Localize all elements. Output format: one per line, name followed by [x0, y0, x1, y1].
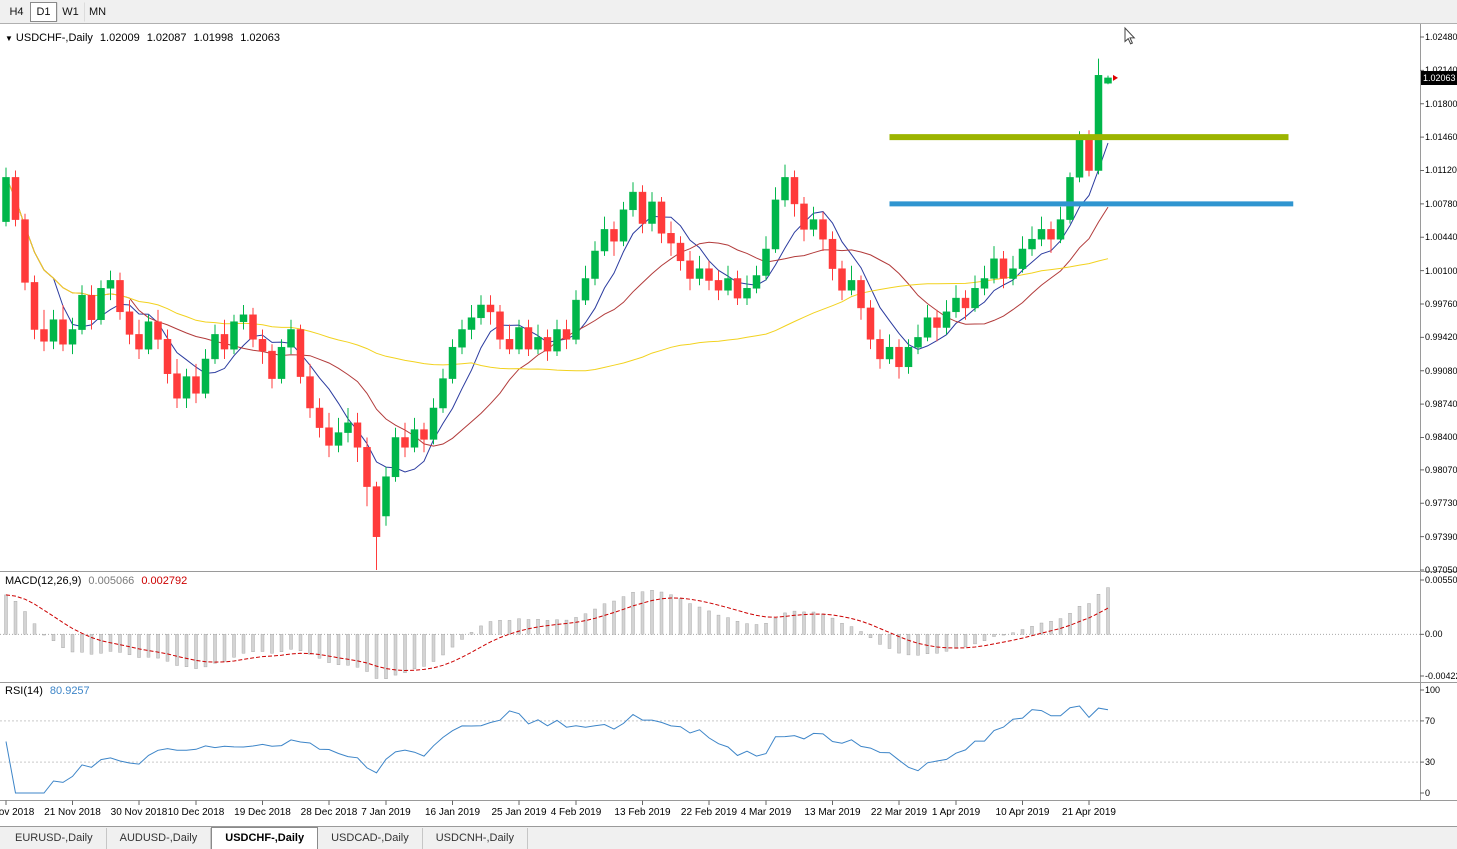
date-axis-label: 4 Mar 2019: [740, 807, 792, 818]
chart-tab-usdcnh[interactable]: USDCNH-,Daily: [423, 828, 528, 849]
chart-canvas[interactable]: [0, 24, 1457, 826]
macd-histogram: [4, 587, 1110, 679]
timeframe-toolbar: H4 D1 W1 MN: [0, 0, 1457, 24]
date-axis-label: 30 Nov 2018: [110, 807, 168, 818]
rsi-axis-label: 0: [1425, 788, 1431, 798]
last-price-marker: [1113, 74, 1118, 81]
price-axis-label: 0.98400: [1425, 432, 1457, 443]
chart-tab-audusd[interactable]: AUDUSD-,Daily: [107, 828, 212, 849]
date-axis-label: 25 Jan 2019: [491, 807, 547, 818]
timeframe-button-h4[interactable]: H4: [3, 2, 30, 22]
current-price-tag: 1.02063: [1421, 70, 1457, 85]
rsi-axis-label: 30: [1425, 757, 1436, 768]
timeframe-button-d1[interactable]: D1: [30, 1, 57, 22]
macd-axis-label: -0.004221: [1425, 671, 1457, 681]
date-axis-label: 13 Feb 2019: [614, 807, 671, 818]
moving-average-line-slow: [5, 177, 1109, 372]
date-axis-label: 21 Nov 2018: [44, 807, 101, 818]
price-axis-label: 0.98070: [1425, 464, 1457, 475]
price-axis-label: 1.00100: [1425, 265, 1457, 276]
symbol-name: USDCHF-,Daily: [15, 32, 93, 44]
date-axis-label: 22 Mar 2019: [870, 807, 928, 818]
price-axis-label: 0.97730: [1425, 498, 1457, 509]
ohlc-low: 1.01998: [193, 32, 234, 44]
chart-tab-usdchf[interactable]: USDCHF-,Daily: [211, 827, 319, 849]
rsi-value: 80.9257: [49, 685, 90, 697]
date-axis-label: 12 Nov 2018: [0, 807, 35, 818]
price-axis-label: 1.02480: [1425, 32, 1457, 42]
date-axis-label: 4 Feb 2019: [550, 807, 602, 818]
rsi-axis-label: 70: [1425, 715, 1436, 726]
chart-tab-bar: EURUSD-,Daily AUDUSD-,Daily USDCHF-,Daily U…: [0, 826, 1457, 849]
symbol-marker-icon: ▼: [5, 33, 13, 43]
macd-axis-label: 0.005508: [1425, 575, 1457, 585]
chart-symbol-header: ▼ USDCHF-,Daily 1.02009 1.02087 1.01998 …: [5, 32, 280, 44]
timeframe-button-w1[interactable]: W1: [57, 1, 84, 22]
price-axis-label: 0.99080: [1425, 365, 1457, 376]
rsi-indicator-header: RSI(14) 80.9257: [5, 685, 97, 697]
price-axis-label: 0.99760: [1425, 298, 1457, 309]
date-axis-label: 21 Apr 2019: [1062, 807, 1116, 818]
macd-axis-label: 0.00: [1425, 629, 1443, 640]
macd-main-value: 0.005066: [88, 575, 135, 587]
mouse-cursor: [1124, 26, 1136, 45]
date-axis-label: 16 Jan 2019: [424, 807, 481, 818]
price-axis-label: 1.01120: [1425, 165, 1457, 176]
price-axis-label: 0.97050: [1425, 565, 1457, 575]
date-axis-label: 1 Apr 2019: [931, 807, 981, 818]
rsi-line: [5, 705, 1109, 794]
ohlc-high: 1.02087: [146, 32, 187, 44]
rsi-label: RSI(14): [5, 685, 43, 697]
chart-window: ▼ USDCHF-,Daily 1.02009 1.02087 1.01998 …: [0, 24, 1457, 826]
price-axis-label: 0.99420: [1425, 332, 1457, 343]
ohlc-open: 1.02009: [99, 32, 140, 44]
ohlc-close: 1.02063: [240, 32, 280, 44]
price-axis-label: 0.97390: [1425, 531, 1457, 542]
chart-tab-usdcad[interactable]: USDCAD-,Daily: [318, 828, 423, 849]
date-axis-label: 10 Apr 2019: [995, 807, 1050, 818]
macd-indicator-header: MACD(12,26,9) 0.005066 0.002792: [5, 575, 194, 587]
price-axis-label: 1.02140: [1425, 64, 1457, 76]
date-axis-label: 13 Mar 2019: [804, 807, 861, 818]
macd-signal-value: 0.002792: [141, 575, 188, 587]
date-axis-label: 10 Dec 2018: [167, 807, 225, 818]
price-axis-label: 1.00780: [1425, 198, 1457, 209]
macd-label: MACD(12,26,9): [5, 575, 82, 587]
candlestick-series: [2, 58, 1112, 570]
price-axis-label: 0.98740: [1425, 399, 1457, 410]
price-axis-label: 1.00440: [1425, 232, 1457, 243]
moving-average-line-medium: [5, 177, 1109, 447]
chart-tab-eurusd[interactable]: EURUSD-,Daily: [2, 828, 107, 849]
price-axis-label: 1.01460: [1425, 132, 1457, 143]
date-axis-label: 22 Feb 2019: [680, 807, 738, 818]
price-axis-label: 1.01800: [1425, 98, 1457, 109]
rsi-axis-label: 100: [1425, 685, 1441, 695]
timeframe-button-mn[interactable]: MN: [84, 1, 111, 22]
date-axis-label: 28 Dec 2018: [300, 807, 358, 818]
moving-average-line-fast: [5, 142, 1109, 473]
date-axis-label: 19 Dec 2018: [234, 807, 291, 818]
date-axis-label: 7 Jan 2019: [361, 807, 411, 818]
